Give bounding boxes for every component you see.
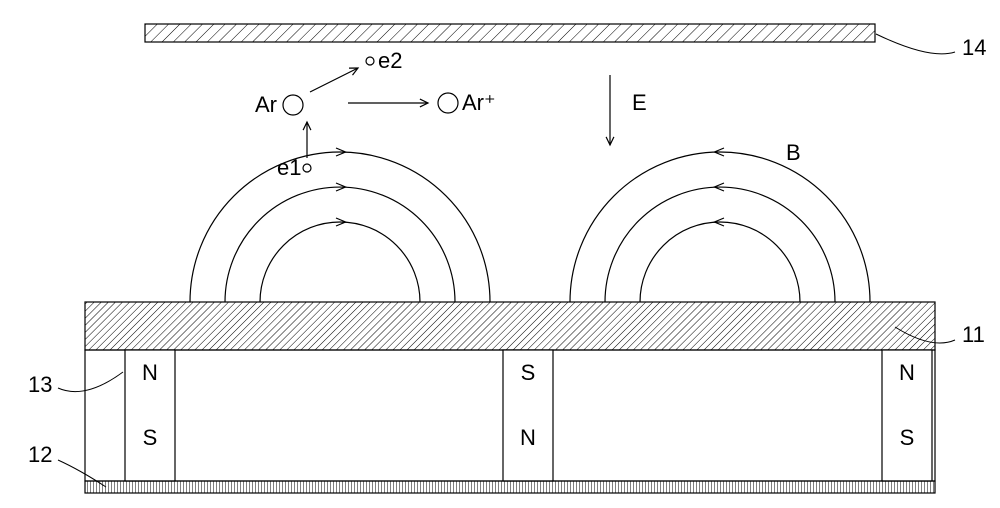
- field-arc-set-0: [190, 148, 490, 302]
- ref-label-14: 14: [962, 35, 986, 60]
- arrow-ar-to-e2: [310, 68, 358, 92]
- e-field-label: E: [632, 90, 647, 115]
- base-layer: [85, 481, 935, 493]
- b-field-label: B: [786, 140, 801, 165]
- magnet-2-bottom-label: S: [900, 425, 915, 450]
- leader-13: 13: [28, 372, 123, 397]
- particle-Ar: Ar: [255, 92, 303, 117]
- particle-Ar_plus-label: Ar⁺: [462, 90, 496, 115]
- particle-Ar_plus: Ar⁺: [438, 90, 496, 115]
- particle-e2: e2: [366, 48, 402, 73]
- arrow-ar-to-arplus: [348, 99, 428, 107]
- magnet-1-top-label: S: [521, 360, 536, 385]
- magnet-2: NS: [882, 350, 932, 481]
- ref-label-13: 13: [28, 372, 52, 397]
- arrow-e1-to-ar: [303, 122, 311, 158]
- magnet-0-bottom-label: S: [143, 425, 158, 450]
- magnet-0-top-label: N: [142, 360, 158, 385]
- substrate-bar: [145, 24, 875, 42]
- arrow-e-field: [606, 75, 614, 145]
- ref-label-11: 11: [962, 322, 985, 347]
- particle-e2-label: e2: [378, 48, 402, 73]
- ref-label-12: 12: [28, 442, 52, 467]
- particle-e1: e1: [277, 155, 311, 180]
- magnet-0: NS: [125, 350, 175, 481]
- leader-12: 12: [28, 442, 106, 487]
- target-layer: [85, 302, 935, 350]
- magnet-1: SN: [503, 350, 553, 481]
- field-arc-set-1: [570, 148, 870, 302]
- magnet-1-bottom-label: N: [520, 425, 536, 450]
- particle-e1-label: e1: [277, 155, 301, 180]
- magnet-2-top-label: N: [899, 360, 915, 385]
- leader-14: 14: [876, 34, 986, 60]
- particle-Ar-label: Ar: [255, 92, 277, 117]
